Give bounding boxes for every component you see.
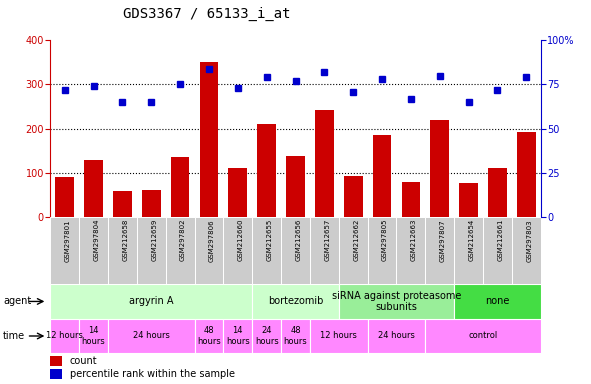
Text: 12 hours: 12 hours <box>46 331 83 341</box>
Bar <box>483 217 512 284</box>
Bar <box>50 356 63 366</box>
Bar <box>194 217 223 284</box>
Bar <box>281 217 310 284</box>
Text: count: count <box>70 356 98 366</box>
Text: GSM212659: GSM212659 <box>151 219 157 262</box>
Text: GSM212655: GSM212655 <box>267 219 272 261</box>
Bar <box>368 217 397 284</box>
Bar <box>512 217 541 284</box>
Bar <box>373 135 391 217</box>
Text: argyrin A: argyrin A <box>129 296 174 306</box>
Text: time: time <box>3 331 25 341</box>
Text: 14
hours: 14 hours <box>226 326 249 346</box>
Bar <box>517 132 535 217</box>
Bar <box>200 61 218 217</box>
Text: GSM212663: GSM212663 <box>411 219 417 262</box>
Text: GSM212658: GSM212658 <box>122 219 128 262</box>
Bar <box>137 217 165 284</box>
Text: GSM212661: GSM212661 <box>498 219 504 262</box>
Bar <box>488 169 507 217</box>
Bar <box>108 319 194 353</box>
Bar <box>426 319 541 353</box>
Bar <box>84 160 103 217</box>
Bar <box>252 319 281 353</box>
Bar <box>50 284 252 319</box>
Bar <box>223 217 252 284</box>
Bar <box>286 156 305 217</box>
Bar <box>252 284 339 319</box>
Text: control: control <box>469 331 498 341</box>
Text: GSM212662: GSM212662 <box>353 219 359 262</box>
Bar <box>310 217 339 284</box>
Bar <box>281 319 310 353</box>
Text: GSM212656: GSM212656 <box>296 219 301 262</box>
Text: 48
hours: 48 hours <box>197 326 221 346</box>
Bar <box>454 217 483 284</box>
Text: GSM297807: GSM297807 <box>440 219 446 262</box>
Bar <box>165 217 194 284</box>
Text: 24
hours: 24 hours <box>255 326 278 346</box>
Bar <box>257 124 276 217</box>
Bar <box>339 217 368 284</box>
Bar <box>79 217 108 284</box>
Text: GSM297801: GSM297801 <box>64 219 71 262</box>
Bar <box>339 284 454 319</box>
Bar <box>108 217 137 284</box>
Text: GSM297802: GSM297802 <box>180 219 186 262</box>
Bar <box>252 217 281 284</box>
Text: 48
hours: 48 hours <box>284 326 307 346</box>
Bar <box>194 319 223 353</box>
Text: 24 hours: 24 hours <box>378 331 415 341</box>
Text: GSM212654: GSM212654 <box>469 219 475 261</box>
Bar <box>142 190 161 217</box>
Bar <box>459 184 478 217</box>
Text: 12 hours: 12 hours <box>320 331 357 341</box>
Bar <box>368 319 426 353</box>
Text: GDS3367 / 65133_i_at: GDS3367 / 65133_i_at <box>123 7 291 21</box>
Text: 14
hours: 14 hours <box>82 326 105 346</box>
Text: GSM297806: GSM297806 <box>209 219 215 262</box>
Text: GSM212660: GSM212660 <box>238 219 244 262</box>
Text: agent: agent <box>3 296 31 306</box>
Bar <box>171 157 190 217</box>
Bar <box>454 284 541 319</box>
Text: bortezomib: bortezomib <box>268 296 323 306</box>
Bar <box>223 319 252 353</box>
Text: GSM212657: GSM212657 <box>324 219 330 262</box>
Text: GSM297803: GSM297803 <box>527 219 532 262</box>
Bar <box>426 217 454 284</box>
Bar <box>50 319 79 353</box>
Text: percentile rank within the sample: percentile rank within the sample <box>70 369 235 379</box>
Text: none: none <box>485 296 509 306</box>
Bar <box>315 110 334 217</box>
Bar <box>50 369 63 379</box>
Bar <box>430 120 449 217</box>
Bar <box>401 182 420 217</box>
Text: 24 hours: 24 hours <box>133 331 170 341</box>
Bar <box>56 177 74 217</box>
Bar <box>397 217 426 284</box>
Bar <box>228 169 247 217</box>
Bar <box>50 217 79 284</box>
Text: siRNA against proteasome
subunits: siRNA against proteasome subunits <box>332 291 461 312</box>
Text: GSM297805: GSM297805 <box>382 219 388 262</box>
Bar <box>113 191 132 217</box>
Text: GSM297804: GSM297804 <box>93 219 99 262</box>
Bar <box>310 319 368 353</box>
Bar <box>79 319 108 353</box>
Bar <box>344 176 363 217</box>
